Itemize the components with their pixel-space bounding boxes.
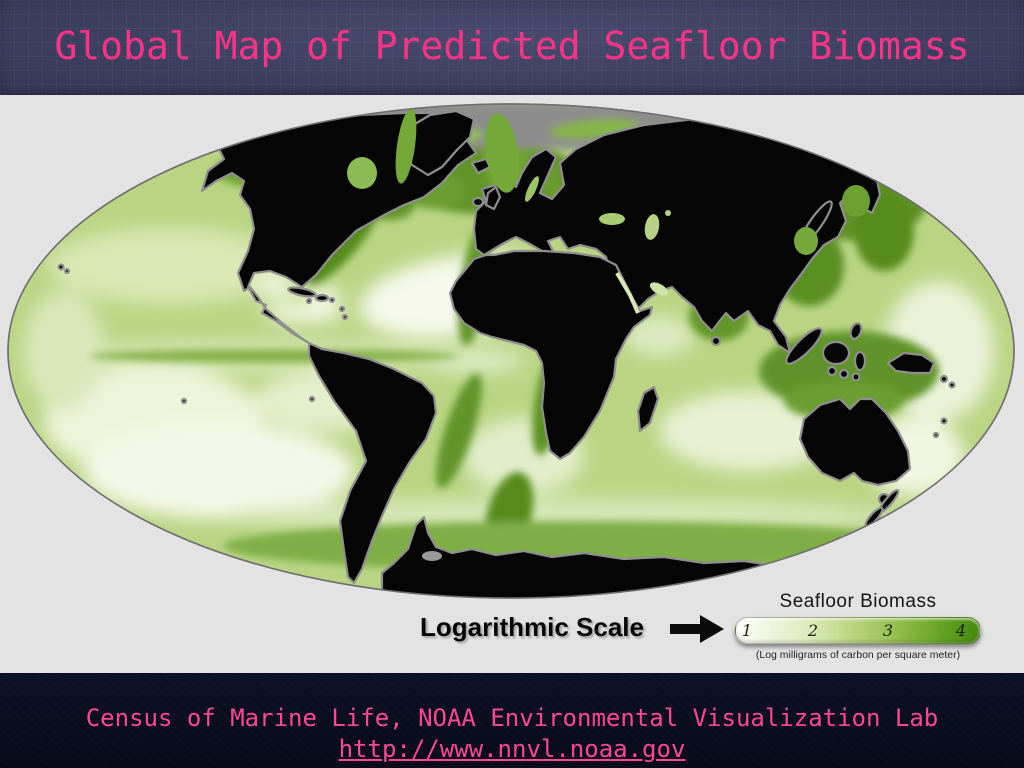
puerto-rico xyxy=(328,296,336,304)
sri-lanka xyxy=(710,335,722,347)
fiji xyxy=(932,431,940,439)
antilles xyxy=(338,305,346,313)
galapagos xyxy=(308,395,316,403)
sulawesi xyxy=(853,350,867,372)
legend-colorbar: 1 2 3 4 xyxy=(735,617,981,644)
borneo xyxy=(821,340,851,366)
australia xyxy=(798,397,912,487)
footer-band: Census of Marine Life, NOAA Environmenta… xyxy=(0,673,1024,768)
java-island xyxy=(851,372,861,382)
legend-tick-3: 3 xyxy=(882,621,894,640)
java-island xyxy=(826,365,838,377)
legend-title: Seafloor Biomass xyxy=(779,591,937,612)
footer-link[interactable]: http://www.nnvl.noaa.gov xyxy=(338,735,686,763)
header-band: Global Map of Predicted Seafloor Biomass xyxy=(0,0,1024,95)
inland-seas xyxy=(347,108,870,561)
java-island xyxy=(838,368,850,380)
marquesas xyxy=(180,397,188,405)
legend-tick-1: 1 xyxy=(741,621,753,640)
madagascar xyxy=(636,385,660,433)
solomon-islands xyxy=(948,381,956,389)
map-canvas: Logarithmic Scale Seafloor Biomass 1 2 3… xyxy=(0,95,1024,673)
hawaii xyxy=(63,267,71,275)
hawaii xyxy=(57,263,65,271)
solomon-islands xyxy=(939,374,949,384)
arrow-icon xyxy=(670,615,724,643)
antilles xyxy=(341,313,349,321)
philippines xyxy=(849,322,863,340)
sumatra xyxy=(785,327,823,365)
british-isles xyxy=(484,185,502,211)
eurasia xyxy=(472,115,902,355)
world-map xyxy=(7,103,1015,599)
landmasses xyxy=(57,109,1011,598)
fiji xyxy=(940,417,948,425)
hispaniola xyxy=(314,293,330,303)
legend-tick-2: 2 xyxy=(807,621,819,640)
page-title: Global Map of Predicted Seafloor Biomass xyxy=(54,24,970,68)
south-america xyxy=(307,341,438,585)
legend-caption: (Log milligrams of carbon per square met… xyxy=(755,649,961,661)
logarithmic-scale-label: Logarithmic Scale xyxy=(420,612,644,642)
legend: Seafloor Biomass 1 2 3 4 (Log milligrams… xyxy=(733,591,983,661)
legend-tick-4: 4 xyxy=(955,621,967,640)
jamaica xyxy=(305,297,313,305)
new-guinea xyxy=(886,351,936,375)
cuba xyxy=(287,286,317,298)
footer-credit: Census of Marine Life, NOAA Environmenta… xyxy=(85,704,939,732)
ireland xyxy=(471,196,485,208)
